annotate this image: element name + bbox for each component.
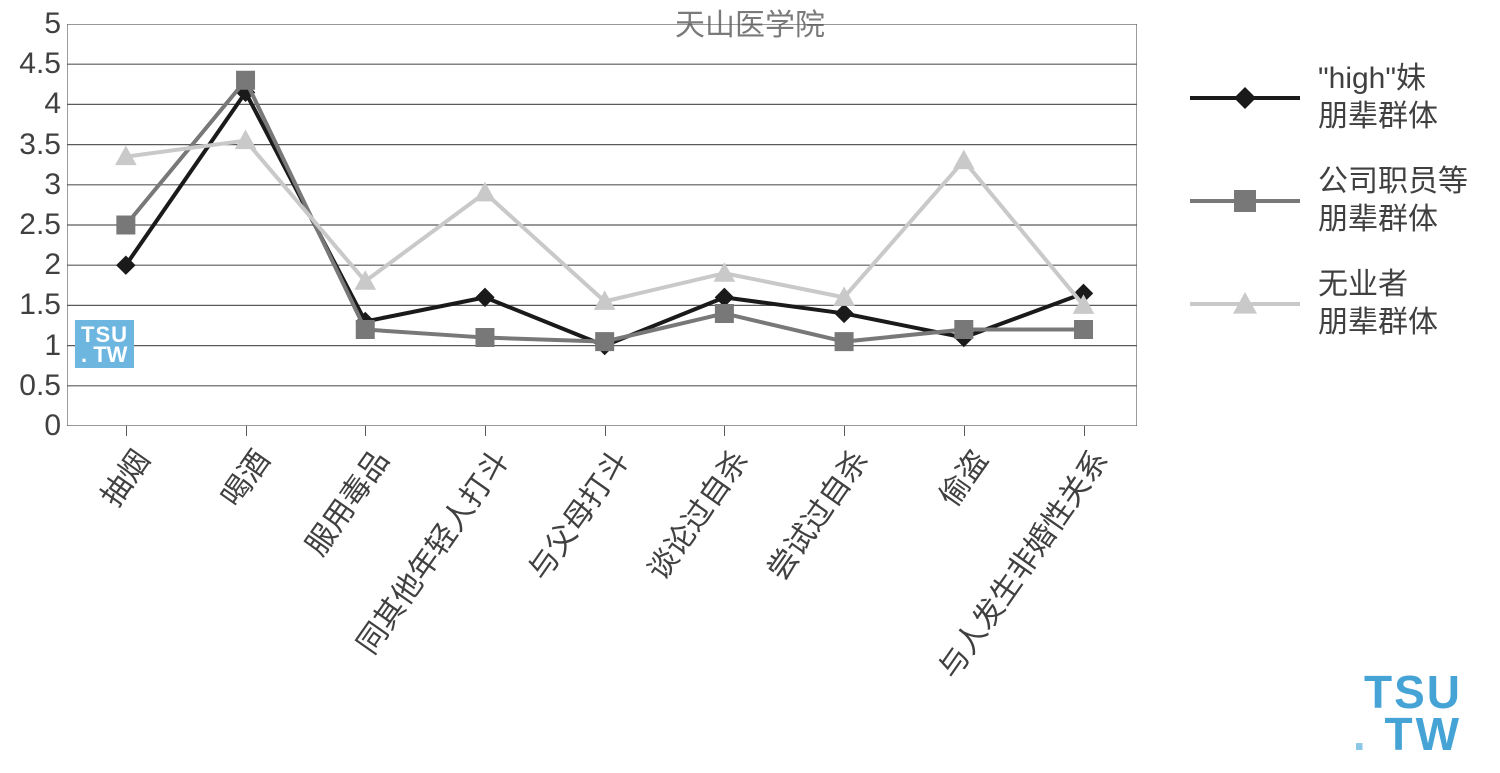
legend-swatch [1190,79,1300,117]
legend-label: 公司职员等朋辈群体 [1318,163,1468,238]
series-marker-company_staff [715,304,733,322]
y-tick-label: 5 [44,7,67,41]
legend-entry-high_mei: "high"妹朋辈群体 [1190,60,1468,135]
watermark-br-line2: . TW [1353,714,1462,755]
y-tick-label: 3 [44,168,67,202]
legend-label: "high"妹朋辈群体 [1318,60,1438,135]
series-marker-high_mei [476,288,494,306]
x-tick-mark [246,426,247,436]
series-marker-unemployed [954,151,974,169]
series-marker-company_staff [476,329,494,347]
y-tick-label: 0 [44,409,67,443]
watermark-bottom-right: TSU . TW [1353,672,1462,755]
watermark-tl-line2: . TW [81,344,128,366]
x-tick-mark [485,426,486,436]
legend-swatch [1190,285,1300,323]
plot-area: 00.511.522.533.544.55抽烟喝酒服用毒品同其他年轻人打斗与父母… [67,24,1137,426]
y-tick-label: 1 [44,329,67,363]
y-tick-label: 2.5 [19,208,67,242]
series-marker-unemployed [475,183,495,201]
x-tick-mark [724,426,725,436]
series-marker-company_staff [237,71,255,89]
x-tick-mark [605,426,606,436]
y-tick-label: 2 [44,248,67,282]
series-marker-company_staff [955,321,973,339]
x-tick-mark [844,426,845,436]
series-marker-company_staff [117,216,135,234]
legend-entry-company_staff: 公司职员等朋辈群体 [1190,163,1468,238]
x-tick-mark [964,426,965,436]
y-tick-label: 3.5 [19,128,67,162]
legend-entry-unemployed: 无业者朋辈群体 [1190,266,1468,341]
series-marker-company_staff [356,321,374,339]
legend: "high"妹朋辈群体公司职员等朋辈群体无业者朋辈群体 [1190,60,1468,369]
x-tick-mark [365,426,366,436]
y-tick-label: 4 [44,87,67,121]
legend-swatch [1190,182,1300,220]
y-tick-label: 0.5 [19,369,67,403]
series-marker-high_mei [715,288,733,306]
y-tick-label: 1.5 [19,288,67,322]
chart-svg [67,24,1137,426]
series-marker-company_staff [1075,321,1093,339]
legend-label: 无业者朋辈群体 [1318,266,1438,341]
y-tick-label: 4.5 [19,47,67,81]
watermark-top-left: TSU . TW [75,320,134,368]
x-tick-mark [1084,426,1085,436]
series-marker-unemployed [714,263,734,281]
series-marker-high_mei [835,304,853,322]
x-tick-mark [126,426,127,436]
